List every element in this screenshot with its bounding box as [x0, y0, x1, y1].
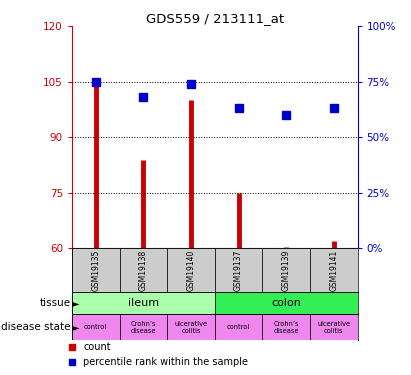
- Text: ►: ►: [72, 298, 79, 308]
- Bar: [72, 249, 120, 292]
- Text: control: control: [227, 324, 250, 330]
- Text: count: count: [83, 342, 111, 352]
- Text: percentile rank within the sample: percentile rank within the sample: [83, 357, 248, 367]
- Text: ulcerative
colitis: ulcerative colitis: [317, 321, 350, 333]
- Title: GDS559 / 213111_at: GDS559 / 213111_at: [145, 12, 284, 25]
- Text: GSM19140: GSM19140: [187, 250, 196, 291]
- Bar: [215, 314, 262, 340]
- Bar: [215, 292, 358, 314]
- Text: Crohn’s
disease: Crohn’s disease: [131, 321, 156, 333]
- Text: tissue: tissue: [40, 298, 71, 308]
- Text: GSM19138: GSM19138: [139, 250, 148, 291]
- Text: ►: ►: [72, 322, 79, 332]
- Text: colon: colon: [271, 298, 301, 308]
- Bar: [310, 249, 358, 292]
- Bar: [120, 314, 167, 340]
- Text: ileum: ileum: [128, 298, 159, 308]
- Bar: [262, 249, 310, 292]
- Bar: [72, 314, 120, 340]
- Text: GSM19139: GSM19139: [282, 250, 291, 291]
- Bar: [167, 314, 215, 340]
- Bar: [262, 314, 310, 340]
- Bar: [310, 314, 358, 340]
- Bar: [120, 249, 167, 292]
- Text: Crohn’s
disease: Crohn’s disease: [273, 321, 299, 333]
- Text: disease state: disease state: [2, 322, 71, 332]
- Text: GSM19137: GSM19137: [234, 250, 243, 291]
- Text: GSM19135: GSM19135: [91, 250, 100, 291]
- Bar: [167, 249, 215, 292]
- Bar: [215, 249, 262, 292]
- Text: control: control: [84, 324, 107, 330]
- Text: ulcerative
colitis: ulcerative colitis: [174, 321, 208, 333]
- Text: GSM19141: GSM19141: [329, 250, 338, 291]
- Bar: [72, 292, 215, 314]
